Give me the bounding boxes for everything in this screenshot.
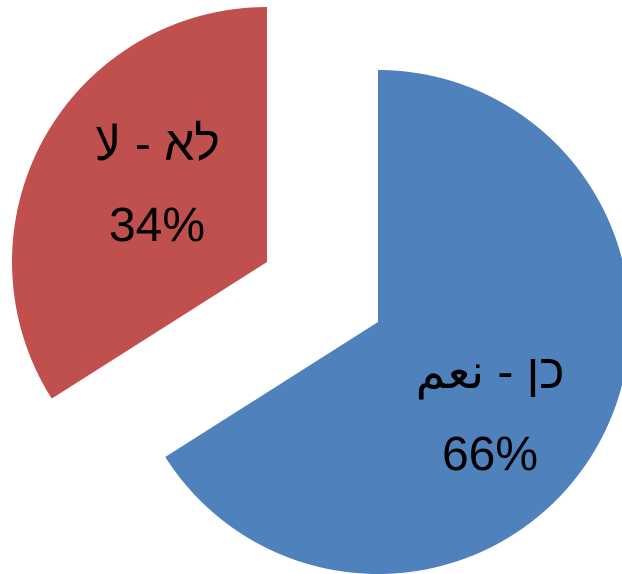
pie-slices [12, 7, 622, 574]
slice-label-no: לא - لا [94, 118, 220, 171]
pie-data-labels: כן - نعم 66% לא - لا 34% [94, 118, 564, 481]
pie-slice-yes [165, 70, 622, 574]
slice-label-yes: כן - نعم [416, 346, 565, 400]
slice-percent-no: 34% [109, 199, 205, 252]
pie-slice-no [12, 7, 268, 399]
slice-percent-yes: 66% [442, 428, 538, 481]
